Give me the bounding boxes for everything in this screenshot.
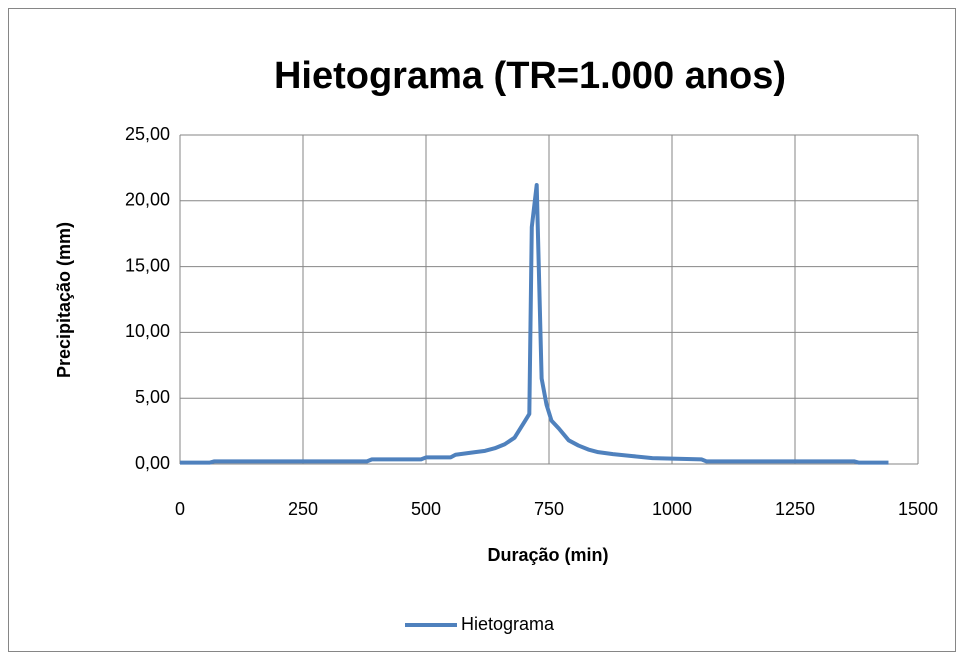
y-tick-label: 5,00 — [135, 387, 170, 407]
chart-title: Hietograma (TR=1.000 anos) — [274, 55, 786, 97]
x-tick-label: 1000 — [652, 499, 692, 519]
data-line — [180, 183, 889, 465]
y-tick-label: 20,00 — [125, 190, 170, 210]
x-tick-label: 1500 — [898, 499, 938, 519]
x-tick-label: 1250 — [775, 499, 815, 519]
y-tick-label: 0,00 — [135, 453, 170, 473]
legend-label: Hietograma — [461, 614, 555, 634]
y-tick-label: 15,00 — [125, 255, 170, 275]
y-axis-label: Precipitação (mm) — [54, 222, 74, 378]
x-tick-label: 0 — [175, 499, 185, 519]
y-tick-label: 10,00 — [125, 321, 170, 341]
chart-border — [8, 8, 956, 652]
x-tick-label: 500 — [411, 499, 441, 519]
x-axis-label: Duração (min) — [487, 545, 608, 565]
y-tick-label: 25,00 — [125, 124, 170, 144]
x-tick-label: 750 — [534, 499, 564, 519]
x-tick-label: 250 — [288, 499, 318, 519]
